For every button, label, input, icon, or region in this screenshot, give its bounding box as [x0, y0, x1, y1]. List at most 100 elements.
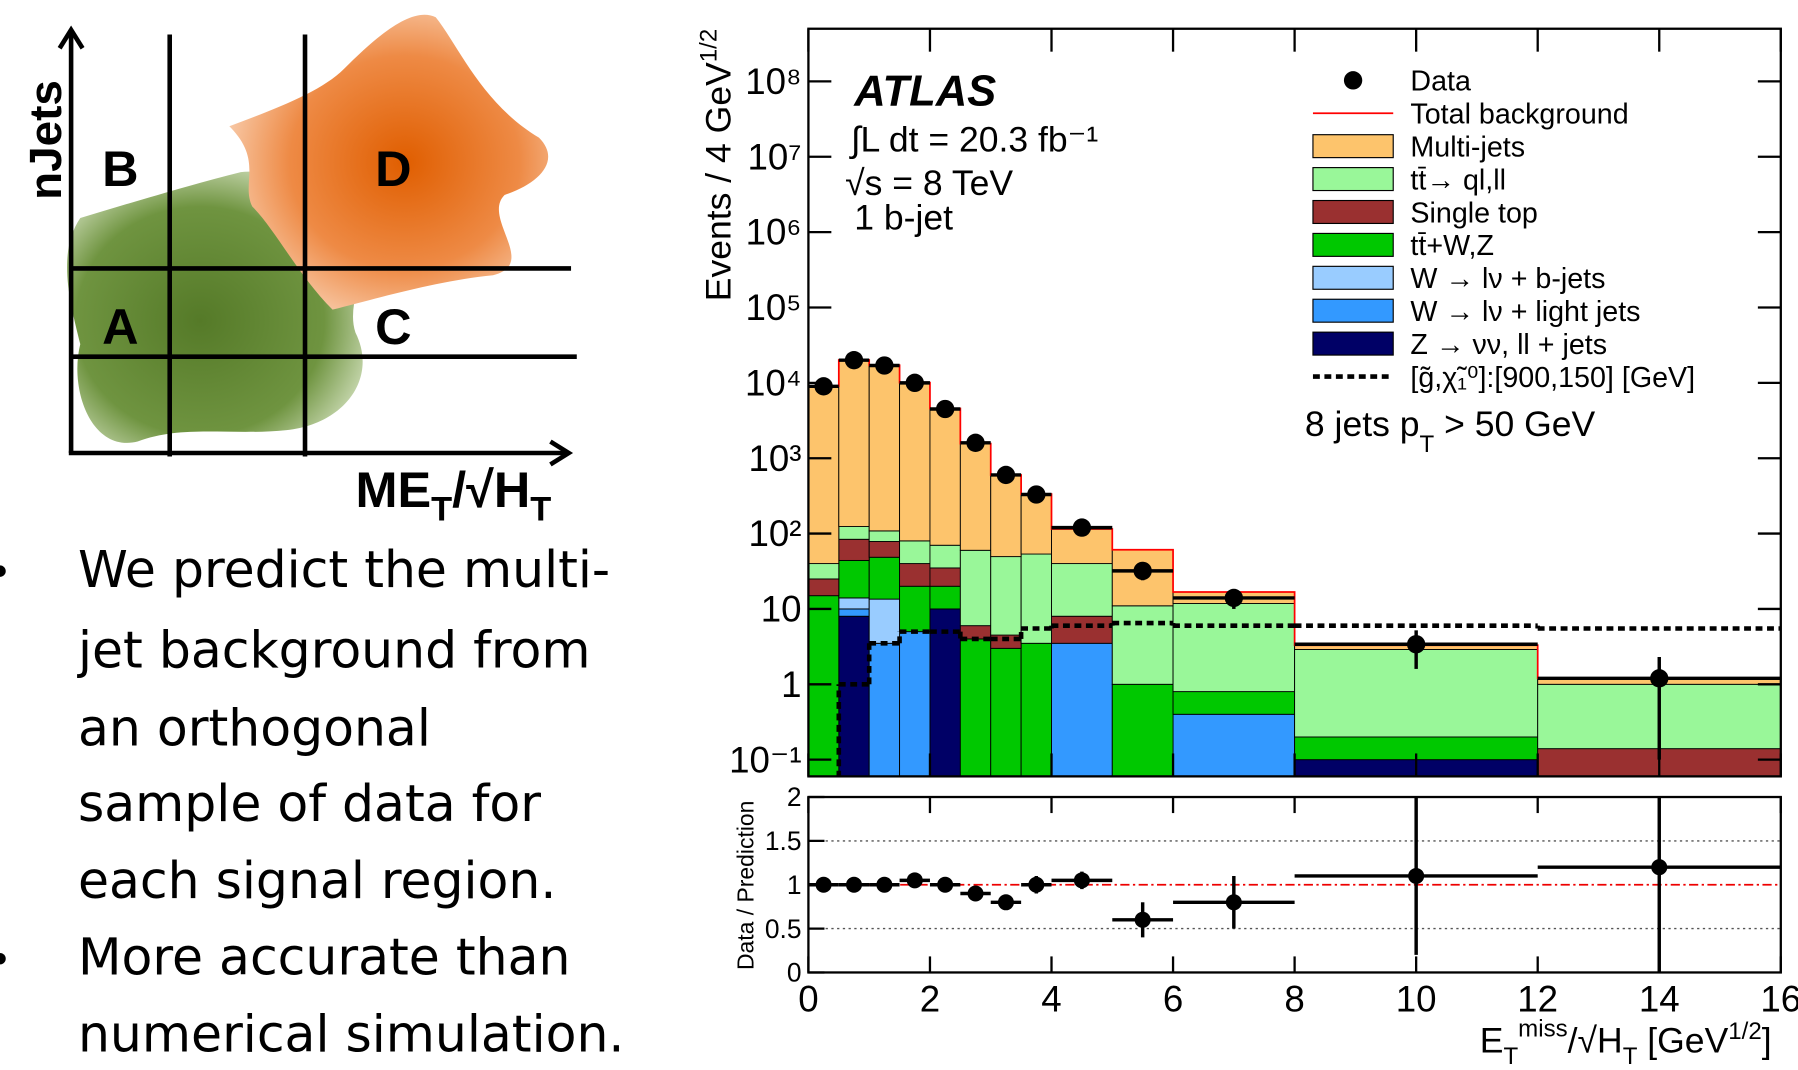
arrow-head: [57, 25, 85, 50]
x-tick-label: 12: [1517, 978, 1558, 1019]
ratio-point: [1408, 867, 1425, 884]
bullet-list: We predict the multi-jet background from…: [0, 540, 625, 1064]
ratio-point: [1225, 894, 1242, 911]
stack-segment: [929, 408, 961, 546]
stack-segment: [959, 549, 992, 627]
jets-label-part: 8 jets p: [1305, 404, 1420, 444]
diagram-x-label: MET/√HT: [355, 461, 551, 529]
region-label: B: [102, 140, 138, 197]
data-point: [875, 356, 894, 375]
stack-segment: [1051, 563, 1113, 617]
legend-label: Z → νν, ll + jets: [1410, 329, 1607, 361]
ratio-area: [808, 797, 1781, 973]
stack-segment: [929, 585, 961, 610]
region-label: A: [102, 298, 138, 355]
ratio-y-tick-label: 0.5: [765, 914, 802, 944]
x-tick-label: 10: [1396, 978, 1437, 1019]
x-axis-label-part: /√H: [1568, 1021, 1623, 1061]
x-axis-label-part: T: [1623, 1043, 1638, 1070]
ratio-y-tick-label: 2: [787, 782, 802, 812]
jets-label: 8 jets pT > 50 GeV: [1305, 404, 1596, 458]
stack-segment: [899, 563, 931, 587]
ratio-point: [876, 876, 893, 893]
stack-segment: [959, 638, 992, 777]
data-point: [814, 377, 833, 396]
ratio-point: [1651, 859, 1668, 876]
bullet-text: More accurate than: [78, 928, 571, 987]
y-axis-label: Events / 4 GeV1/2: [696, 29, 739, 301]
x-tick-label: 0: [798, 978, 818, 1019]
legend-swatch: [1312, 232, 1394, 257]
stack-segment: [868, 556, 901, 600]
region-label: C: [375, 298, 411, 355]
stack-segment: [868, 598, 901, 644]
stack-segment: [808, 563, 840, 580]
legend-label: Multi-jets: [1410, 131, 1525, 163]
stack-segment: [990, 474, 1022, 558]
ratio-point: [1028, 876, 1045, 893]
stack-segment: [1111, 683, 1174, 777]
ratio-point: [997, 894, 1014, 911]
x-axis-label-part: 1/2: [1728, 1018, 1761, 1045]
legend-label: tt̄→ ql,ll: [1410, 164, 1506, 196]
stack-segment: [868, 541, 901, 558]
y-axis-label-part: 1/2: [696, 29, 723, 62]
stack-segment: [1172, 603, 1296, 693]
bullet-text: numerical simulation.: [78, 1005, 625, 1064]
y-tick-label: 10⁻¹: [729, 739, 801, 780]
stack-segment: [959, 443, 992, 551]
x-tick-label: 14: [1639, 978, 1680, 1019]
y-axis-label-part: Events / 4 GeV: [698, 62, 738, 301]
legend-swatch: [1312, 134, 1394, 159]
energy-label: √s = 8 TeV: [845, 163, 1013, 203]
stack-segment: [838, 608, 870, 617]
abcd-diagram: B D A C nJets MET/√HT: [19, 14, 577, 529]
legend-label: W → lν + light jets: [1410, 296, 1640, 328]
legend-label: Data: [1410, 66, 1471, 98]
stack-segment: [838, 538, 870, 561]
ratio-point: [967, 885, 984, 902]
data-point: [1027, 485, 1046, 504]
x-tick-label: 8: [1284, 978, 1304, 1019]
legend-swatch: [1312, 167, 1394, 192]
legend-label: [g̃,χ̃₁⁰]:[900,150] [GeV]: [1410, 362, 1695, 394]
ratio-y-tick-label: 1: [787, 870, 802, 900]
stack-segment: [838, 559, 870, 599]
ratio-point: [906, 872, 923, 889]
stack-segment: [868, 364, 901, 532]
stack-segment: [1051, 642, 1113, 777]
x-axis-label-part: ]: [1762, 1021, 1772, 1061]
y-tick-label: 10⁴: [745, 362, 802, 403]
luminosity-label: ∫L dt = 20.3 fb⁻¹: [849, 119, 1099, 159]
stack-segment: [838, 615, 870, 777]
stack-segment: [990, 647, 1022, 777]
legend-swatch: [1312, 199, 1394, 225]
jets-label-part: T: [1419, 431, 1434, 458]
stack-segment: [929, 567, 961, 587]
x-tick-label: 4: [1041, 978, 1061, 1019]
y-tick-label: 10⁸: [745, 61, 801, 102]
x-axis-label-part: T: [1503, 1043, 1518, 1070]
data-point: [996, 465, 1016, 485]
stack-segment: [868, 642, 901, 777]
legend-swatch: [1312, 265, 1394, 290]
stack-segment: [1172, 713, 1296, 777]
data-point: [1650, 669, 1669, 688]
y-tick-label: 10²: [749, 513, 802, 554]
ratio-point: [1073, 872, 1090, 889]
data-point: [1072, 518, 1092, 537]
data-point: [935, 399, 955, 419]
legend-label: W → lν + b-jets: [1410, 263, 1605, 295]
legend-swatch: [1312, 331, 1394, 356]
legend-label: tt̄+W,Z: [1410, 230, 1494, 262]
stack-segment: [990, 556, 1022, 636]
x-axis-label-part: [GeV: [1637, 1021, 1728, 1061]
stack-segment: [808, 578, 840, 597]
y-tick-label: 10⁷: [747, 136, 801, 177]
bullet-text: sample of data for: [78, 774, 541, 833]
region-blob-signal: [229, 14, 549, 310]
data-point: [1224, 588, 1244, 608]
stack-segment: [838, 359, 870, 527]
y-tick-label: 10⁵: [746, 287, 802, 328]
